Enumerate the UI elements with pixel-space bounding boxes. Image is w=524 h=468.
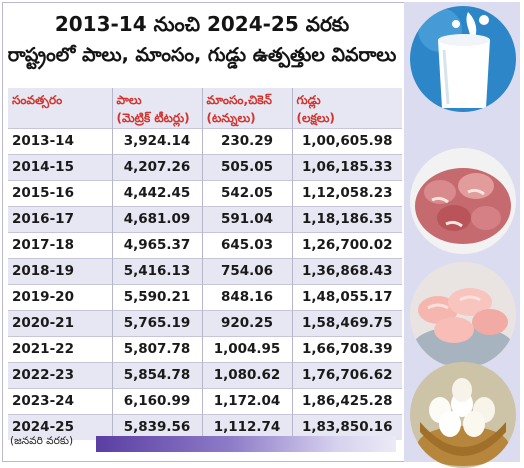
table-row: 2022-23 5,854.78 1,080.62 1,76,706.62 bbox=[8, 361, 402, 388]
cell-milk: 4,965.37 bbox=[111, 231, 202, 258]
production-table: సంవత్సరం పాలు (మెట్రిక్ టీటర్లు) మాంసం,చి… bbox=[8, 88, 402, 440]
column-header-eggs: గుడ్లు (లక్షలు) bbox=[291, 88, 402, 128]
cell-meat: 920.25 bbox=[201, 309, 292, 336]
cell-meat: 591.04 bbox=[201, 205, 292, 232]
cell-year: 2021-22 bbox=[8, 335, 112, 362]
cell-milk: 4,681.09 bbox=[111, 205, 202, 232]
cell-year: 2016-17 bbox=[8, 205, 112, 232]
cell-milk: 5,807.78 bbox=[111, 335, 202, 362]
column-header-milk: పాలు (మెట్రిక్ టీటర్లు) bbox=[111, 88, 202, 128]
cell-eggs: 1,12,058.23 bbox=[291, 179, 402, 206]
cell-year: 2017-18 bbox=[8, 231, 112, 258]
table-row: 2018-19 5,416.13 754.06 1,36,868.43 bbox=[8, 257, 402, 284]
egg-basket-photo bbox=[410, 362, 516, 468]
cell-meat: 230.29 bbox=[201, 127, 292, 154]
table-row: 2015-16 4,442.45 542.05 1,12,058.23 bbox=[8, 179, 402, 206]
column-header-year: సంవత్సరం bbox=[12, 93, 63, 107]
table-row: 2016-17 4,681.09 591.04 1,18,186.35 bbox=[8, 205, 402, 232]
cell-milk: 4,442.45 bbox=[111, 179, 202, 206]
cell-milk: 5,765.19 bbox=[111, 309, 202, 336]
cell-eggs: 1,26,700.02 bbox=[291, 231, 402, 258]
cell-meat: 645.03 bbox=[201, 231, 292, 258]
table-header-row: సంవత్సరం పాలు (మెట్రిక్ టీటర్లు) మాంసం,చి… bbox=[8, 88, 402, 128]
cell-milk: 4,207.26 bbox=[111, 153, 202, 180]
cell-eggs: 1,83,850.16 bbox=[291, 413, 402, 440]
cell-year: 2020-21 bbox=[8, 309, 112, 336]
table-row: 2019-20 5,590.21 848.16 1,48,055.17 bbox=[8, 283, 402, 310]
cell-year: 2015-16 bbox=[8, 179, 112, 206]
milk-glass-photo bbox=[410, 6, 516, 112]
cell-eggs: 1,58,469.75 bbox=[291, 309, 402, 336]
table-row: 2021-22 5,807.78 1,004.95 1,66,708.39 bbox=[8, 335, 402, 362]
table-row: 2013-14 3,924.14 230.29 1,00,605.98 bbox=[8, 127, 402, 154]
column-header-meat: మాంసం,చికెన్ (టన్నులు) bbox=[201, 88, 292, 128]
cell-milk: 3,924.14 bbox=[111, 127, 202, 154]
cell-year: 2024-25 bbox=[8, 413, 112, 440]
cell-year: 2022-23 bbox=[8, 361, 112, 388]
table-row: 2017-18 4,965.37 645.03 1,26,700.02 bbox=[8, 231, 402, 258]
cell-year: 2023-24 bbox=[8, 387, 112, 414]
cell-year: 2014-15 bbox=[8, 153, 112, 180]
table-row: 2020-21 5,765.19 920.25 1,58,469.75 bbox=[8, 309, 402, 336]
cell-milk: 5,416.13 bbox=[111, 257, 202, 284]
cell-eggs: 1,86,425.28 bbox=[291, 387, 402, 414]
table-row: 2014-15 4,207.26 505.05 1,06,185.33 bbox=[8, 153, 402, 180]
cell-meat: 1,172.04 bbox=[201, 387, 292, 414]
cell-meat: 1,004.95 bbox=[201, 335, 292, 362]
cell-meat: 754.06 bbox=[201, 257, 292, 284]
cell-eggs: 1,18,186.35 bbox=[291, 205, 402, 232]
table-row: 2024-25 5,839.56 1,112.74 1,83,850.16 bbox=[8, 413, 402, 440]
cell-milk: 6,160.99 bbox=[111, 387, 202, 414]
cell-year: 2019-20 bbox=[8, 283, 112, 310]
footnote-until-january: (జనవరి వరకు) bbox=[10, 435, 74, 447]
cell-eggs: 1,36,868.43 bbox=[291, 257, 402, 284]
cell-meat: 1,112.74 bbox=[201, 413, 292, 440]
cell-eggs: 1,06,185.33 bbox=[291, 153, 402, 180]
cell-meat: 848.16 bbox=[201, 283, 292, 310]
cell-meat: 505.05 bbox=[201, 153, 292, 180]
table-row: 2023-24 6,160.99 1,172.04 1,86,425.28 bbox=[8, 387, 402, 414]
footer-gradient-bar bbox=[96, 436, 396, 452]
cell-milk: 5,854.78 bbox=[111, 361, 202, 388]
cell-year: 2013-14 bbox=[8, 127, 112, 154]
cell-eggs: 1,76,706.62 bbox=[291, 361, 402, 388]
cell-meat: 542.05 bbox=[201, 179, 292, 206]
raw-chicken-photo bbox=[410, 262, 516, 368]
cell-milk: 5,590.21 bbox=[111, 283, 202, 310]
title-line-2: రాష్ట్రంలో పాలు, మాంసం, గుడ్డు ఉత్పత్తుల… bbox=[7, 44, 397, 66]
title-line-1: 2013-14 నుంచి 2024-25 వరకు bbox=[54, 12, 350, 36]
cell-eggs: 1,66,708.39 bbox=[291, 335, 402, 362]
cell-milk: 5,839.56 bbox=[111, 413, 202, 440]
cell-eggs: 1,00,605.98 bbox=[291, 127, 402, 154]
mutton-meat-photo bbox=[410, 148, 516, 254]
cell-meat: 1,080.62 bbox=[201, 361, 292, 388]
cell-eggs: 1,48,055.17 bbox=[291, 283, 402, 310]
cell-year: 2018-19 bbox=[8, 257, 112, 284]
